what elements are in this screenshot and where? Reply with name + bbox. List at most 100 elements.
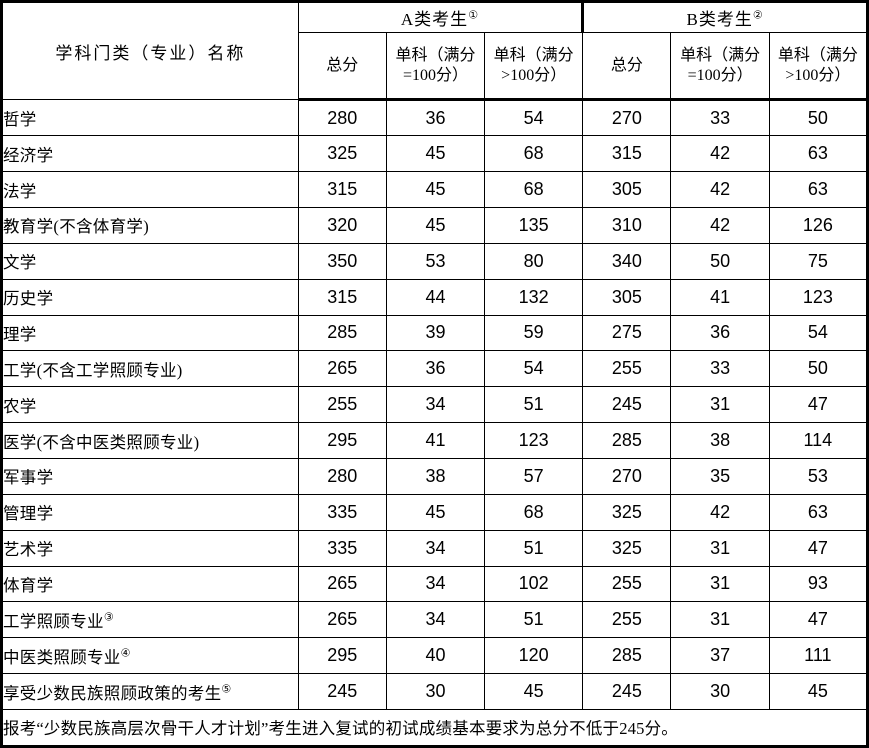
score-a-single-gt100: 132	[484, 278, 584, 316]
header-b-single-100-line2: =100分）	[687, 66, 753, 84]
header-b-single-100-line1: 单科（满分	[680, 47, 761, 65]
score-a-single-100: 45	[385, 135, 486, 173]
header-name-column: 学科门类（专业）名称	[1, 0, 299, 101]
score-a-single-gt100: 51	[484, 529, 584, 567]
score-a-total: 295	[297, 637, 387, 675]
score-a-single-100: 34	[385, 529, 486, 567]
table-row: 法学 315 45 68 305 42 63	[1, 171, 869, 208]
header-group-a: A类考生①	[297, 1, 585, 33]
discipline-name-cell: 医学(不含中医类照顾专业)	[1, 422, 299, 459]
discipline-name-cell: 中医类照顾专业④	[1, 637, 299, 675]
table-row: 艺术学 335 34 51 325 31 47	[1, 529, 869, 567]
footnote-row: 报考“少数民族高层次骨干人才计划”考生进入复试的初试成绩基本要求为总分不低于24…	[1, 708, 868, 748]
score-a-single-gt100: 68	[484, 171, 584, 208]
discipline-name-cell: 法学	[1, 171, 299, 208]
score-a-total: 315	[297, 278, 387, 316]
score-b-single-gt100: 126	[768, 206, 869, 244]
score-a-single-gt100: 68	[484, 135, 584, 173]
header-b-single-gt100: 单科（满分 >100分）	[768, 31, 869, 102]
header-group-b-label: B类考生	[686, 9, 753, 29]
header-b-total-line1: 总分	[610, 56, 643, 74]
discipline-name-cell: 体育学	[1, 565, 299, 603]
discipline-name-cell: 工学(不含工学照顾专业)	[1, 350, 299, 388]
score-a-single-gt100: 102	[484, 565, 584, 603]
discipline-name-label: 教育学(不含体育学)	[3, 217, 149, 237]
discipline-name-cell: 农学	[1, 386, 299, 424]
score-a-total: 265	[297, 601, 387, 639]
score-b-total: 340	[582, 242, 672, 280]
score-b-single-gt100: 50	[768, 350, 869, 388]
table-row: 医学(不含中医类照顾专业) 295 41 123 285 38 114	[1, 422, 869, 459]
discipline-name-label: 工学(不含工学照顾专业)	[3, 360, 183, 380]
score-a-single-100: 53	[385, 242, 486, 280]
header-name-label: 学科门类（专业）名称	[55, 43, 246, 63]
score-a-single-gt100: 57	[484, 457, 584, 495]
header-b-single-100: 单科（满分 =100分）	[670, 31, 770, 102]
score-a-total: 255	[297, 386, 387, 424]
header-b-single-gt100-line1: 单科（满分	[777, 47, 858, 65]
discipline-name-label: 农学	[3, 396, 37, 416]
score-b-single-gt100: 63	[768, 493, 869, 531]
table-row: 理学 285 39 59 275 36 54	[1, 314, 869, 352]
score-b-single-gt100: 63	[768, 135, 869, 173]
score-b-single-100: 42	[670, 171, 770, 208]
score-a-total: 335	[297, 493, 387, 531]
score-b-single-100: 31	[670, 529, 770, 567]
score-b-single-gt100: 114	[768, 422, 869, 459]
score-b-total: 325	[582, 529, 672, 567]
footnote-mark: ⑤	[221, 683, 232, 696]
discipline-name-label: 理学	[3, 324, 37, 344]
score-a-total: 280	[297, 99, 387, 137]
score-b-single-gt100: 50	[768, 99, 869, 137]
score-a-single-gt100: 120	[484, 637, 584, 675]
score-a-single-100: 34	[385, 386, 486, 424]
score-a-single-100: 38	[385, 457, 486, 495]
header-group-row: 学科门类（专业）名称 A类考生① B类考生②	[1, 0, 868, 101]
header-subcolumn-row: 总分 单科（满分 =100分） 单科（满分 >100分） 总分 单科（满分 =1…	[2, 31, 869, 102]
score-a-single-100: 40	[385, 637, 486, 675]
score-b-single-gt100: 53	[768, 457, 869, 495]
discipline-name-label: 中医类照顾专业	[3, 647, 121, 667]
score-b-single-100: 41	[670, 278, 770, 316]
score-b-single-gt100: 47	[768, 529, 869, 567]
header-a-total: 总分	[297, 31, 387, 102]
score-a-total: 315	[297, 171, 387, 208]
score-b-single-100: 37	[670, 637, 770, 675]
score-a-single-100: 34	[385, 601, 486, 639]
score-b-single-gt100: 63	[768, 171, 869, 208]
score-a-single-100: 36	[385, 350, 486, 388]
table-row: 农学 255 34 51 245 31 47	[1, 386, 869, 424]
score-a-total: 265	[297, 565, 387, 603]
score-b-single-100: 31	[670, 565, 770, 603]
discipline-name-label: 法学	[3, 181, 37, 201]
score-b-total: 285	[582, 637, 672, 675]
score-a-single-100: 45	[385, 493, 486, 531]
table-row: 历史学 315 44 132 305 41 123	[1, 278, 869, 316]
score-b-single-gt100: 111	[768, 637, 869, 675]
score-b-single-100: 38	[670, 422, 770, 459]
discipline-name-label: 医学(不含中医类照顾专业)	[3, 432, 200, 452]
score-b-total: 275	[582, 314, 672, 352]
score-b-total: 305	[582, 278, 672, 316]
table-row: 体育学 265 34 102 255 31 93	[1, 565, 869, 603]
score-a-single-100: 44	[385, 278, 486, 316]
score-a-total: 265	[297, 350, 387, 388]
score-b-single-100: 50	[670, 242, 770, 280]
score-a-single-gt100: 59	[484, 314, 584, 352]
score-b-total: 255	[582, 350, 672, 388]
discipline-name-label: 历史学	[3, 289, 54, 309]
score-a-single-gt100: 68	[484, 493, 584, 531]
score-a-single-100: 45	[385, 171, 486, 208]
discipline-name-label: 管理学	[3, 504, 54, 524]
score-b-total: 285	[582, 422, 672, 459]
discipline-name-cell: 文学	[1, 242, 299, 280]
score-a-single-gt100: 80	[484, 242, 584, 280]
score-b-single-gt100: 123	[768, 278, 869, 316]
table-row: 教育学(不含体育学) 320 45 135 310 42 126	[1, 206, 869, 244]
score-a-single-gt100: 51	[484, 601, 584, 639]
score-a-total: 285	[297, 314, 387, 352]
score-b-total: 255	[582, 601, 672, 639]
score-b-total: 315	[582, 135, 672, 173]
score-b-total: 255	[582, 565, 672, 603]
